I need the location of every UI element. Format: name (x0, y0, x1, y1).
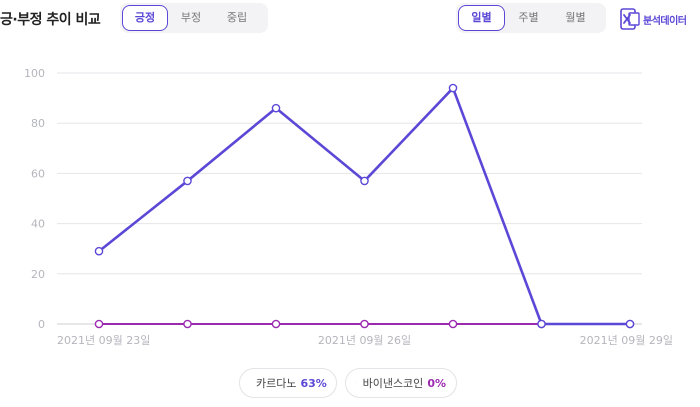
data-point-0-0[interactable] (94, 246, 104, 256)
data-point-0-6[interactable] (625, 319, 635, 329)
data-point-0-3[interactable] (360, 176, 369, 186)
export-data-button[interactable]: 분석데이터 (620, 6, 687, 32)
data-point-1-3[interactable] (360, 319, 369, 329)
tab-weekly[interactable]: 주별 (518, 11, 539, 24)
excel-icon (620, 8, 640, 30)
y-tick-label: 60 (31, 167, 45, 180)
data-point-0-2[interactable] (271, 103, 281, 113)
legend-item-binancecoin[interactable]: 바이낸스코인 0% (345, 368, 457, 398)
tab-neutral[interactable]: 중립 (226, 11, 248, 24)
y-tick-label: 80 (31, 117, 45, 130)
x-tick-label: 2021년 09월 23일 (57, 333, 150, 347)
legend-item-cardano[interactable]: 카르다노 63% (239, 368, 337, 398)
data-point-1-4[interactable] (448, 319, 458, 329)
y-tick-label: 0 (38, 318, 45, 331)
y-tick-label: 40 (31, 218, 45, 231)
data-point-1-0[interactable] (94, 319, 104, 329)
y-axis-ticks: 0 20 40 60 80 100 (24, 67, 45, 331)
sentiment-tab-group: 긍정 부정 중립 (120, 3, 268, 33)
data-point-0-5[interactable] (537, 319, 546, 329)
series-layer (94, 83, 635, 329)
tab-negative[interactable]: 부정 (180, 11, 202, 24)
legend-label-binancecoin: 바이낸스코인 (362, 377, 424, 390)
tab-monthly[interactable]: 월별 (565, 11, 586, 24)
tab-daily[interactable]: 일별 (458, 5, 505, 31)
x-tick-label: 2021년 09월 29일 (580, 333, 673, 347)
tab-positive[interactable]: 긍정 (122, 5, 168, 31)
x-axis-ticks: 2021년 09월 23일 2021년 09월 26일 2021년 09월 29일 (57, 333, 673, 347)
legend-marker-binancecoin (356, 382, 357, 384)
export-data-label: 분석데이터 (643, 15, 687, 27)
data-point-1-2[interactable] (271, 319, 281, 329)
grid-layer (57, 72, 642, 325)
legend-label-cardano: 카르다노 (256, 377, 297, 390)
data-point-0-1[interactable] (183, 176, 192, 186)
legend-percent-cardano: 63% (300, 376, 327, 390)
data-point-0-4[interactable] (448, 83, 458, 93)
y-tick-label: 100 (24, 67, 45, 80)
data-point-1-1[interactable] (183, 319, 192, 329)
legend-percent-binancecoin: 0% (427, 376, 446, 390)
period-tab-group: 일별 주별 월별 (456, 3, 606, 33)
y-tick-label: 20 (31, 268, 45, 281)
page-title: 긍·부정 추이 비교 (0, 12, 101, 28)
x-tick-label: 2021년 09월 26일 (318, 333, 411, 347)
